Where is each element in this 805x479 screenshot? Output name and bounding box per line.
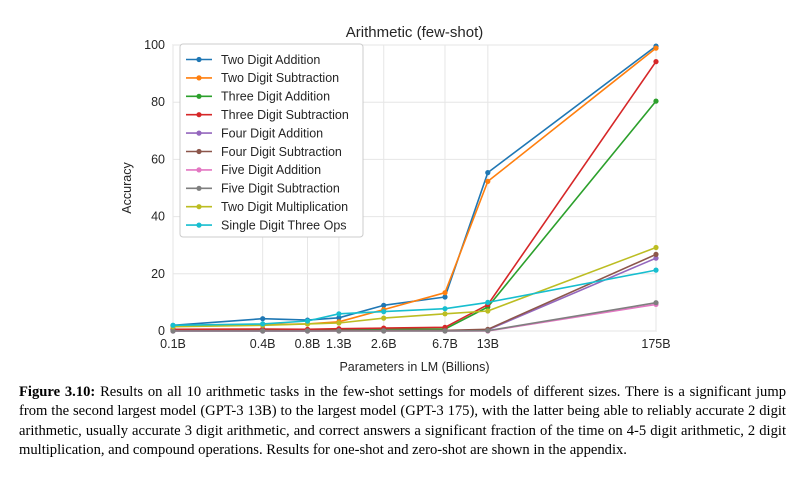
legend-marker [196,222,202,228]
data-point [170,328,176,334]
series-single-digit-three-ops [170,267,659,328]
axis-ticks: 0 20 40 60 80 100 0.1B 0.4B 0.8B 1.3B 2.6B 6.7B 13B 1… [144,38,670,351]
data-point [653,255,659,261]
y-tick-label: 0 [158,324,165,338]
legend: Two Digit Addition Two Digit Subtraction T… [179,43,364,238]
legend-label: Single Digit Three Ops [221,218,347,232]
x-axis-label: Parameters in LM (Billions) [339,360,489,374]
data-point [485,328,491,334]
data-point [485,170,491,176]
series-line [172,61,657,331]
figure-caption: Figure 3.10: Results on all 10 arithmeti… [19,383,786,461]
data-point [653,251,659,257]
data-point [485,178,491,184]
y-tick-label: 20 [151,267,165,281]
data-point [653,59,659,65]
legend-marker [196,93,202,99]
legend-label: Five Digit Addition [221,163,321,177]
legend-label: Four Digit Subtraction [221,145,342,159]
legend-marker [196,130,202,136]
x-tick-label: 0.1B [160,337,186,351]
y-axis-label: Accuracy [120,162,134,214]
legend-box [179,43,364,238]
y-tick-label: 60 [151,152,165,166]
legend-label: Three Digit Subtraction [221,108,349,122]
data-point [304,328,311,334]
series-line [172,246,657,328]
y-tick-label: 100 [144,38,165,52]
legend-marker [196,75,202,81]
legend-label: Five Digit Subtraction [221,182,340,196]
y-tick-label: 80 [151,95,165,109]
data-point [381,315,387,321]
legend-marker [196,112,202,118]
arithmetic-chart-figure: Arithmetic (few-shot) Parameters in LM (… [120,24,671,374]
series-five-digit-subtraction [170,300,659,334]
x-tick-label: 6.7B [432,337,458,351]
data-point [260,328,266,334]
legend-marker [196,167,202,173]
caption-label: Figure 3.10: [19,384,96,400]
y-tick-label: 40 [151,210,165,224]
data-point [485,299,491,305]
x-tick-label: 13B [477,337,499,351]
line-chart: Arithmetic (few-shot) Parameters in LM (… [120,24,671,374]
legend-label: Two Digit Addition [221,53,320,67]
data-point [260,316,266,322]
data-point [442,311,448,317]
legend-label: Three Digit Addition [221,90,330,104]
series-line [173,301,657,332]
data-point [653,300,659,306]
data-point [336,311,342,317]
legend-marker [196,56,202,63]
data-point [336,315,342,321]
data-point [170,322,176,328]
data-point [653,244,659,251]
data-point [442,294,448,300]
data-point [653,98,659,104]
x-tick-label: 0.4B [250,337,276,351]
legend-label: Four Digit Addition [221,126,323,140]
data-point [381,302,387,308]
x-tick-label: 175B [641,337,670,351]
data-point [653,267,659,273]
x-tick-label: 1.3B [326,337,352,351]
data-point [653,45,659,51]
series-layer [170,43,659,334]
series-line [172,269,657,327]
data-point [381,328,387,334]
data-point [336,328,342,334]
data-point [260,321,266,327]
data-point [336,320,342,326]
data-point [442,290,448,296]
legend-marker [196,204,202,210]
chart-title: Arithmetic (few-shot) [346,24,484,41]
data-point [485,308,491,314]
data-point [304,318,311,324]
x-tick-label: 2.6B [371,337,397,351]
data-point [442,328,448,334]
data-point [442,306,448,312]
legend-marker [196,148,202,155]
data-point [381,309,387,315]
series-line [172,45,657,327]
legend-label: Two Digit Subtraction [221,71,339,85]
caption-text: Results on all 10 arithmetic tasks in th… [19,384,786,459]
x-tick-label: 0.8B [295,337,321,351]
legend-label: Two Digit Multiplication [221,200,348,214]
legend-marker [196,185,202,191]
